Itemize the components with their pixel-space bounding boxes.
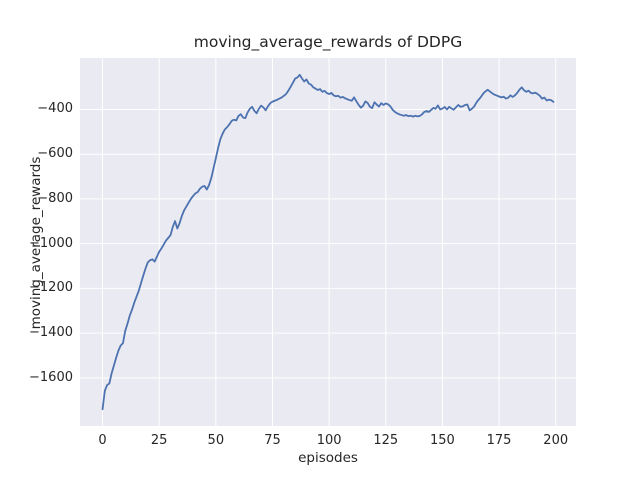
data-line [101,73,555,411]
x-axis-label: episodes [298,450,358,466]
y-tick-label: −1400 [29,325,73,341]
y-tick-label: −1600 [29,369,73,385]
x-tick-label: 0 [98,433,107,448]
chart-title: moving_average_rewards of DDPG [193,33,463,51]
y-tick-label: −1200 [29,280,73,296]
x-tick-label: 100 [316,433,342,448]
y-tick-label: −800 [37,190,73,206]
y-tick-label: −400 [37,101,73,117]
plot-canvas [80,58,576,426]
x-tick-label: 75 [264,433,281,448]
y-tick-label: −600 [37,146,73,162]
x-tick-label: 125 [373,433,399,448]
plot-area [80,58,576,426]
x-tick-label: 25 [150,433,168,448]
y-tick-label: −1000 [29,235,73,251]
x-tick-label: 175 [486,433,512,448]
x-tick-label: 50 [207,433,225,448]
x-tick-label: 200 [543,433,569,448]
x-tick-label: 150 [430,433,455,448]
y-axis-label: moving_average_rewards [28,156,44,330]
